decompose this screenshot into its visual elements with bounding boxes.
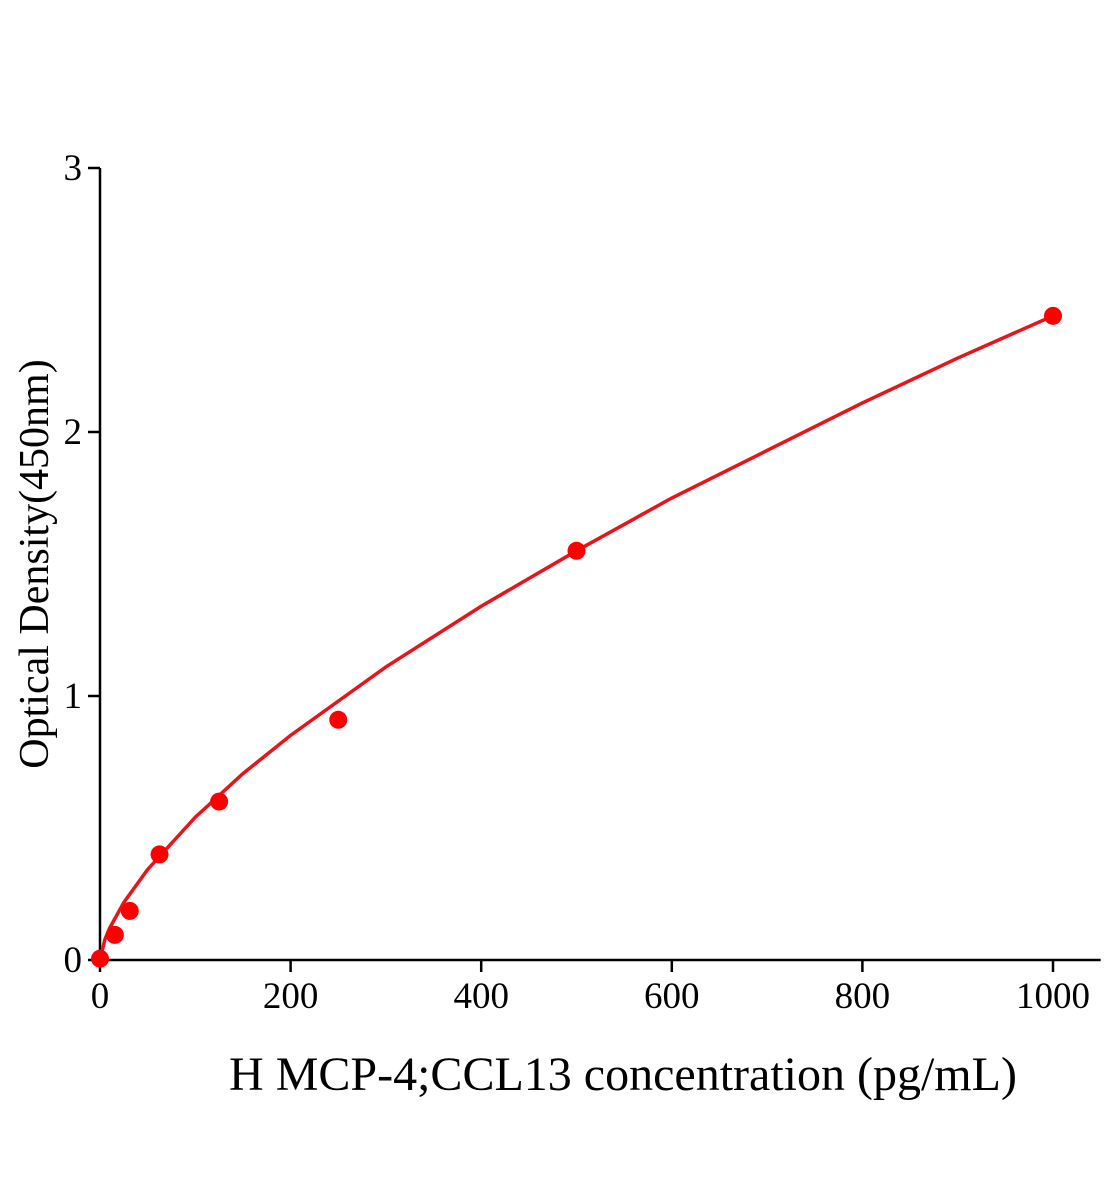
x-tick-label: 200 bbox=[263, 976, 319, 1017]
y-tick-label: 2 bbox=[64, 412, 83, 453]
x-tick-label: 1000 bbox=[1016, 976, 1090, 1017]
data-point bbox=[91, 949, 109, 968]
data-point bbox=[105, 925, 124, 944]
x-tick-label: 0 bbox=[91, 976, 110, 1017]
fit-curve bbox=[98, 314, 1054, 961]
data-point bbox=[150, 845, 169, 864]
y-tick-label: 3 bbox=[64, 148, 83, 189]
y-tick-label: 1 bbox=[64, 676, 83, 717]
data-point bbox=[120, 901, 139, 920]
y-tick-label: 0 bbox=[64, 940, 83, 981]
x-tick-label: 400 bbox=[453, 976, 509, 1017]
data-point bbox=[567, 541, 586, 560]
data-point bbox=[329, 710, 348, 729]
data-point bbox=[1044, 306, 1062, 325]
x-tick-label: 800 bbox=[835, 976, 891, 1017]
x-tick-label: 600 bbox=[644, 976, 700, 1017]
data-point bbox=[210, 792, 229, 811]
y-axis-title: Optical Density(450nm) bbox=[12, 359, 58, 768]
x-axis-title: H MCP-4;CCL13 concentration (pg/mL) bbox=[229, 1048, 1017, 1101]
